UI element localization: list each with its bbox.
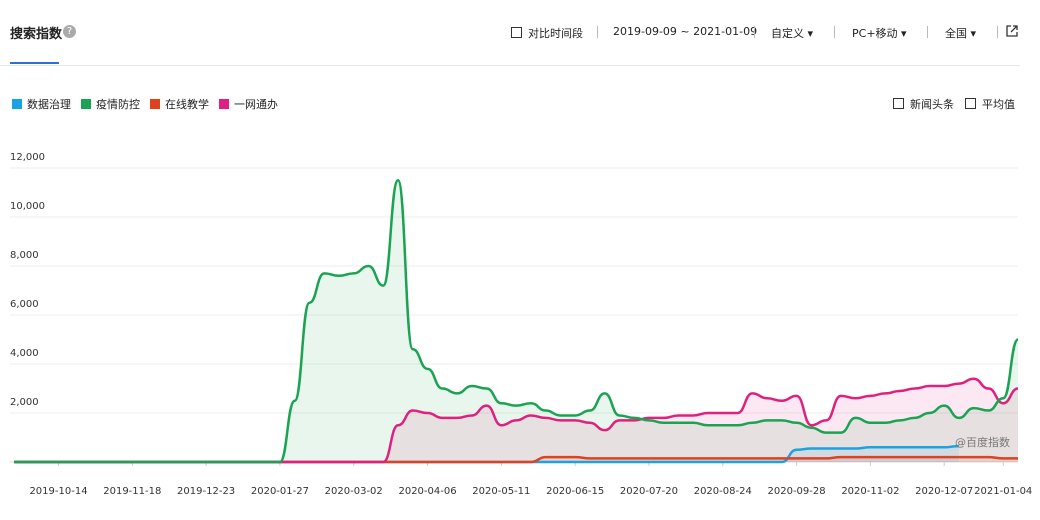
y-tick-label: 2,000: [10, 397, 39, 408]
legend-swatch: [150, 99, 160, 109]
x-tick-label: 2020-03-02: [325, 486, 383, 497]
tab-underline: [10, 62, 59, 64]
x-tick-label: 2020-01-27: [251, 486, 309, 497]
x-tick-label: 2020-12-07: [915, 486, 973, 497]
legend-item[interactable]: 数据治理: [12, 98, 71, 111]
legend-label: 一网通办: [234, 98, 278, 111]
compare-label: 对比时间段: [528, 27, 583, 40]
x-tick-label: 2020-07-20: [620, 486, 678, 497]
series-line: [14, 178, 1020, 464]
separator: [834, 26, 835, 38]
region-select[interactable]: 全国 ▾: [945, 27, 977, 40]
x-tick-label: 2020-09-28: [768, 486, 826, 497]
legend-label: 在线教学: [165, 98, 209, 111]
legend-swatch: [81, 99, 91, 109]
separator: [927, 26, 928, 38]
x-tick-label: 2021-01-04: [974, 486, 1032, 497]
legend: 数据治理 疫情防控 在线教学 一网通办: [12, 96, 288, 112]
average-label: 平均值: [982, 98, 1015, 111]
average-toggle[interactable]: 平均值: [965, 96, 1015, 112]
watermark: @百度指数: [955, 435, 1010, 449]
separator: [754, 26, 755, 38]
device-select[interactable]: PC+移动 ▾: [852, 27, 907, 40]
series-line: [14, 377, 1019, 464]
y-tick-label: 8,000: [10, 250, 39, 261]
legend-item[interactable]: 疫情防控: [81, 98, 140, 111]
legend-label: 数据治理: [27, 98, 71, 111]
device-label: PC+移动: [852, 27, 898, 40]
x-tick-label: 2019-10-14: [29, 486, 87, 497]
x-tick-label: 2020-06-15: [546, 486, 604, 497]
export-icon[interactable]: [1005, 24, 1019, 38]
news-label: 新闻头条: [910, 98, 954, 111]
separator: [597, 26, 598, 38]
legend-item[interactable]: 在线教学: [150, 98, 209, 111]
x-tick-label: 2020-05-11: [472, 486, 530, 497]
x-tick-label: 2019-12-23: [177, 486, 235, 497]
y-tick-label: 12,000: [10, 152, 45, 163]
series-area: [14, 446, 959, 462]
news-toggle[interactable]: 新闻头条: [893, 96, 954, 112]
x-tick-label: 2020-11-02: [841, 486, 899, 497]
divider: [0, 65, 1020, 66]
x-tick-label: 2019-11-18: [103, 486, 161, 497]
legend-swatch: [12, 99, 22, 109]
legend-item[interactable]: 一网通办: [219, 98, 278, 111]
compare-toggle[interactable]: 对比时间段: [511, 25, 583, 41]
separator: [997, 26, 998, 38]
y-tick-label: 4,000: [10, 348, 39, 359]
region-label: 全国: [945, 27, 967, 40]
help-icon[interactable]: ?: [63, 25, 76, 38]
x-tick-label: 2020-04-06: [398, 486, 456, 497]
custom-select[interactable]: 自定义 ▾: [771, 27, 814, 40]
date-range[interactable]: 2019-09-09 ~ 2021-01-09: [613, 25, 758, 38]
legend-swatch: [219, 99, 229, 109]
x-tick-label: 2020-08-24: [694, 486, 752, 497]
y-tick-label: 6,000: [10, 299, 39, 310]
title: 搜索指数: [10, 27, 63, 42]
custom-label: 自定义: [771, 27, 804, 40]
y-tick-label: 10,000: [10, 201, 45, 212]
legend-label: 疫情防控: [96, 98, 140, 111]
